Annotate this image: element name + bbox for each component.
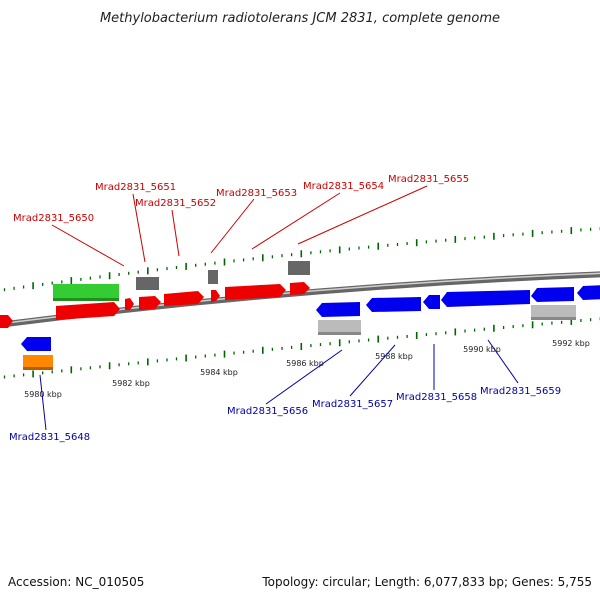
light-gray-feature-2-shadow <box>531 317 576 320</box>
light-gray-feature-2[interactable] <box>531 305 576 318</box>
gene-arrow-forward-partial[interactable] <box>0 315 13 328</box>
gene-label-mrad2831-5651[interactable]: Mrad2831_5651 <box>95 182 176 193</box>
light-gray-feature-1-shadow <box>318 332 361 335</box>
green-feature-shadow <box>53 298 119 301</box>
gene-arrow-forward-edge[interactable] <box>577 285 600 300</box>
gene-arrow-mrad2831-5654[interactable] <box>225 284 286 300</box>
gene-arrow-mrad2831-5660[interactable] <box>531 287 574 302</box>
gene-arrow-mrad2831-5656[interactable] <box>316 302 360 317</box>
gene-arrow-mrad2831-5659[interactable] <box>441 290 530 307</box>
inner-tick-track <box>3 317 600 379</box>
gene-arrow-mrad2831-5648[interactable] <box>21 337 51 351</box>
tick-label: 5980 kbp <box>24 390 62 399</box>
gene-label-mrad2831-5658[interactable]: Mrad2831_5658 <box>396 392 477 403</box>
gene-label-mrad2831-5659[interactable]: Mrad2831_5659 <box>480 386 561 397</box>
gene-label-mrad2831-5654[interactable]: Mrad2831_5654 <box>303 181 384 192</box>
forward-leader-lines <box>51 185 428 267</box>
gene-label-mrad2831-5650[interactable]: Mrad2831_5650 <box>13 213 94 224</box>
tick-label: 5990 kbp <box>463 345 501 354</box>
gene-label-mrad2831-5653[interactable]: Mrad2831_5653 <box>216 188 297 199</box>
outer-tick-track <box>3 227 600 292</box>
gene-arrow-mrad2831-5657[interactable] <box>366 297 421 312</box>
gray-feature-2[interactable] <box>208 270 218 284</box>
gene-arrow-mrad2831-5653[interactable] <box>164 291 204 306</box>
gene-arrow-mrad2831-5654-small[interactable] <box>211 290 220 302</box>
forward-gene-labels: Mrad2831_5650 Mrad2831_5651 Mrad2831_565… <box>13 174 469 224</box>
gray-feature-1[interactable] <box>136 277 159 290</box>
gene-arrow-mrad2831-5652[interactable] <box>139 296 161 310</box>
tick-label: 5984 kbp <box>200 368 238 377</box>
gene-arrow-mrad2831-5658[interactable] <box>423 295 440 309</box>
green-feature[interactable] <box>53 284 119 300</box>
orange-feature[interactable] <box>23 355 53 368</box>
tick-label: 5982 kbp <box>112 379 150 388</box>
tick-label: 5986 kbp <box>286 359 324 368</box>
map-title: Methylobacterium radiotolerans JCM 2831,… <box>100 11 500 26</box>
tick-labels: 5980 kbp 5982 kbp 5984 kbp 5986 kbp 5988… <box>24 339 590 399</box>
forward-features <box>0 261 310 328</box>
reverse-gene-labels: Mrad2831_5648 Mrad2831_5656 Mrad2831_565… <box>9 386 561 443</box>
gene-arrow-mrad2831-5650[interactable] <box>56 302 120 320</box>
gray-feature-3[interactable] <box>288 261 310 275</box>
gene-label-mrad2831-5657[interactable]: Mrad2831_5657 <box>312 399 393 410</box>
gene-label-mrad2831-5655[interactable]: Mrad2831_5655 <box>388 174 469 185</box>
footer-summary: Topology: circular; Length: 6,077,833 bp… <box>261 575 592 589</box>
gene-label-mrad2831-5652[interactable]: Mrad2831_5652 <box>135 198 216 209</box>
reverse-leader-lines <box>39 339 519 431</box>
light-gray-feature-1[interactable] <box>318 320 361 333</box>
gene-label-mrad2831-5648[interactable]: Mrad2831_5648 <box>9 432 90 443</box>
orange-feature-shadow <box>23 367 53 370</box>
tick-label: 5988 kbp <box>375 352 413 361</box>
reverse-features <box>21 285 600 370</box>
gene-arrow-mrad2831-5655[interactable] <box>290 282 310 295</box>
footer-accession: Accession: NC_010505 <box>8 575 144 589</box>
gene-label-mrad2831-5656[interactable]: Mrad2831_5656 <box>227 406 308 417</box>
tick-label: 5992 kbp <box>552 339 590 348</box>
gene-arrow-mrad2831-5651[interactable] <box>125 298 134 310</box>
